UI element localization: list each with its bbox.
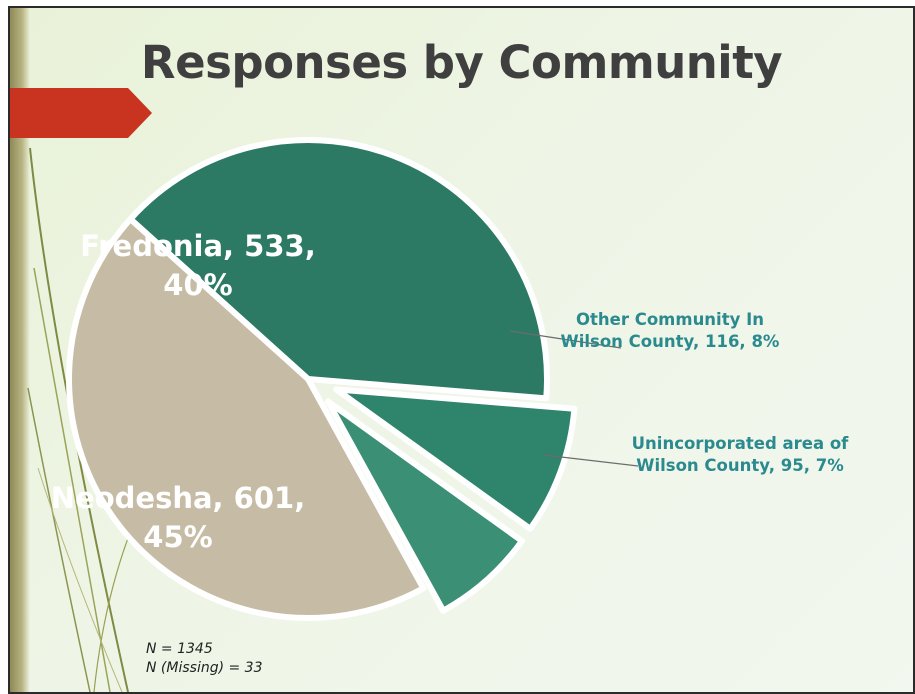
pie-slice-unincorporated: [324, 398, 525, 614]
pie-slice-neodesha: [66, 216, 427, 621]
callout-label-line: Unincorporated area of: [632, 434, 850, 453]
decorative-grass-lines: [27, 147, 141, 692]
callout-label-other-community: Other Community In Wilson County, 116, 8%: [561, 310, 780, 351]
callout-leader-line: [509, 330, 622, 349]
callout-label-unincorporated: Unincorporated area of Wilson County, 95,…: [632, 434, 850, 475]
note-n-missing: N (Missing) = 33: [146, 660, 263, 676]
slide: Responses by Community Fredonia, 533, 40%…: [8, 6, 915, 694]
note-n-total: N = 1345: [146, 641, 213, 657]
slide-title: Responses by Community: [140, 36, 783, 89]
sample-size-notes: N = 1345 N (Missing) = 33: [146, 640, 263, 678]
pie-slice-fredonia: [127, 137, 550, 402]
pie-label-line: Neodesha, 601,: [51, 481, 305, 515]
callout-label-line: Wilson County, 116, 8%: [561, 332, 780, 351]
slide-left-edge-band: [10, 8, 30, 692]
pie-slice-other-community: [333, 386, 578, 532]
pie-label-line: 45%: [143, 520, 212, 554]
pie-chart: Fredonia, 533, 40% Other Community In Wilso…: [51, 137, 850, 621]
pie-label-fredonia: Fredonia, 533, 40%: [80, 229, 315, 302]
callout-leader-line: [543, 454, 639, 467]
pie-label-line: 40%: [163, 268, 232, 302]
red-arrow-marker: [10, 88, 152, 138]
callout-label-line: Wilson County, 95, 7%: [636, 456, 844, 475]
callout-label-line: Other Community In: [576, 310, 764, 329]
pie-label-line: Fredonia, 533,: [80, 229, 315, 263]
pie-label-neodesha: Neodesha, 601, 45%: [51, 481, 305, 554]
